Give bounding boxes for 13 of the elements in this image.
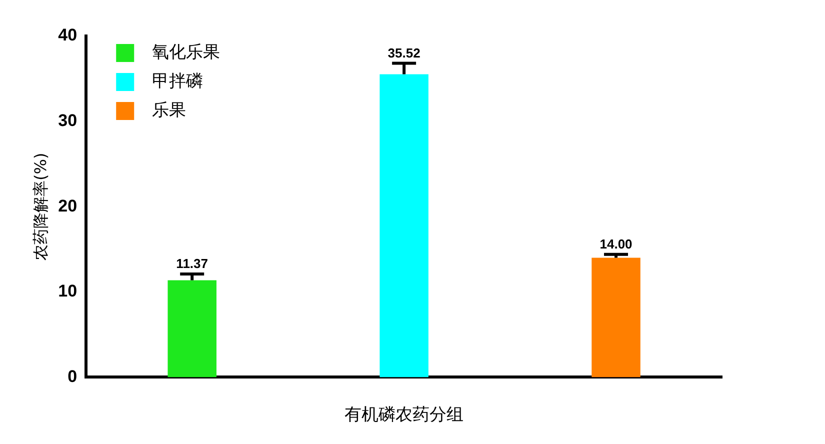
x-axis-title: 有机磷农药分组 — [344, 405, 464, 426]
y-tick-label: 20 — [58, 196, 78, 216]
legend-label: 甲拌磷 — [152, 71, 204, 92]
legend-label: 乐果 — [152, 100, 186, 120]
y-tick-label: 40 — [58, 26, 78, 45]
y-tick-label: 30 — [58, 110, 78, 130]
data-label: 35.52 — [388, 45, 420, 60]
y-axis-title: 农药降解率(%) — [30, 152, 50, 260]
data-label: 11.37 — [176, 256, 208, 272]
data-label: 14.00 — [600, 236, 632, 252]
y-tick-label: 0 — [68, 366, 78, 386]
legend-label: 氧化乐果 — [152, 42, 220, 62]
y-tick-label: 10 — [58, 282, 78, 301]
